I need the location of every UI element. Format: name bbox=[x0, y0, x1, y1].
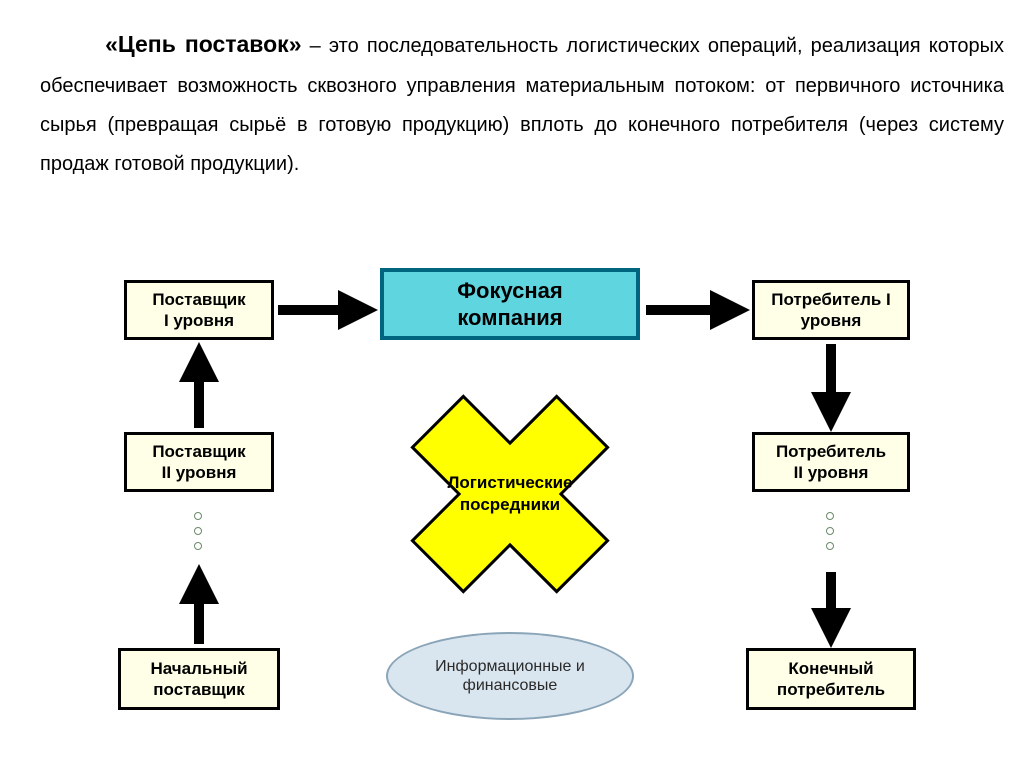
node-focus-company: Фокуснаякомпания bbox=[380, 268, 640, 340]
node-consumer-final: Конечныйпотребитель bbox=[746, 648, 916, 710]
label-supplier-2: ПоставщикII уровня bbox=[152, 441, 245, 484]
label-consumer-2: ПотребительII уровня bbox=[776, 441, 886, 484]
dot-icon bbox=[194, 527, 202, 535]
definition-paragraph: «Цепь поставок» – это последовательность… bbox=[40, 22, 1004, 184]
node-supplier-initial: Начальныйпоставщик bbox=[118, 648, 280, 710]
dot-icon bbox=[194, 512, 202, 520]
label-consumer-final: Конечныйпотребитель bbox=[777, 658, 885, 701]
dot-icon bbox=[826, 542, 834, 550]
supply-chain-diagram: ПоставщикI уровня ПоставщикII уровня Нач… bbox=[0, 258, 1024, 768]
label-focus-company: Фокуснаякомпания bbox=[457, 277, 563, 332]
label-consumer-1: Потребитель I уровня bbox=[761, 289, 901, 332]
node-supplier-2: ПоставщикII уровня bbox=[124, 432, 274, 492]
dot-icon bbox=[194, 542, 202, 550]
node-info-finance: Информационные ифинансовые bbox=[386, 632, 634, 720]
term-bold: «Цепь поставок» bbox=[105, 31, 301, 57]
dot-icon bbox=[826, 512, 834, 520]
dot-icon bbox=[826, 527, 834, 535]
node-supplier-1: ПоставщикI уровня bbox=[124, 280, 274, 340]
ellipsis-dots-left bbox=[194, 512, 202, 550]
node-consumer-1: Потребитель I уровня bbox=[752, 280, 910, 340]
node-logistics-intermediaries: Логистическиепосредники bbox=[408, 392, 612, 596]
ellipsis-dots-right bbox=[826, 512, 834, 550]
node-consumer-2: ПотребительII уровня bbox=[752, 432, 910, 492]
label-supplier-1: ПоставщикI уровня bbox=[152, 289, 245, 332]
label-info-finance: Информационные ифинансовые bbox=[435, 657, 585, 695]
label-supplier-initial: Начальныйпоставщик bbox=[150, 658, 247, 701]
label-intermediaries: Логистическиепосредники bbox=[447, 472, 572, 516]
